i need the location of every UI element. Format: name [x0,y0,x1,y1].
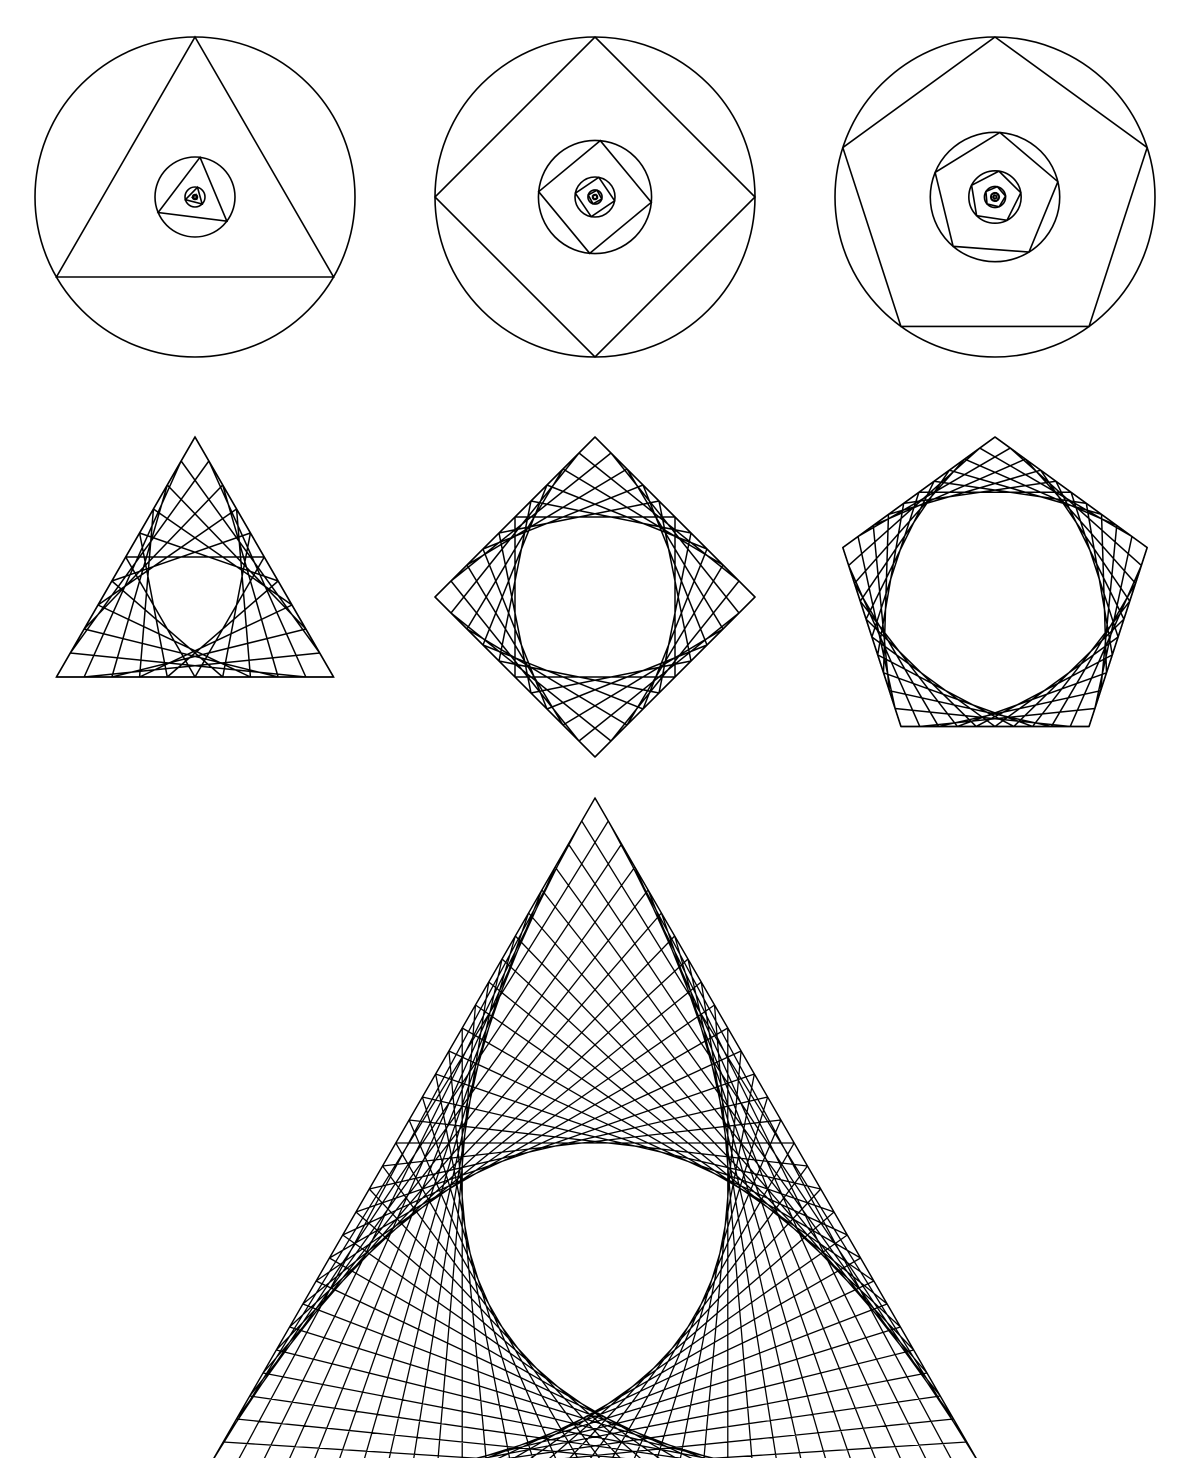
polygon [591,193,599,201]
polygon [587,189,603,205]
nested-triangles [34,35,356,358]
polygon [934,131,1059,253]
circle [537,139,653,255]
polygon [574,176,616,218]
string-art-triangle [55,435,335,678]
polygon [190,193,198,201]
polygon [970,170,1022,222]
string-lines [842,436,1148,728]
nested-pentagons [834,36,1156,358]
string-lines [55,436,335,678]
polygon [183,185,204,206]
string-art-large-triangle [213,796,977,1458]
polygon [537,139,653,255]
circle [968,170,1022,224]
polygon [992,194,998,200]
polygon [55,35,335,278]
circle [154,156,236,238]
polygon [841,36,1149,328]
string-art-square [433,435,757,759]
figures-group [34,35,1156,1458]
circle [587,189,603,205]
polygon [990,191,1001,202]
nested-squares [433,35,757,359]
circle [574,176,616,218]
string-lines [213,797,977,1458]
circle [184,186,206,208]
polygon [985,185,1007,208]
polygon [433,35,757,359]
string-art-pentagon [841,436,1149,728]
string-lines [434,436,756,758]
polygon [156,155,229,223]
circle [929,131,1061,263]
